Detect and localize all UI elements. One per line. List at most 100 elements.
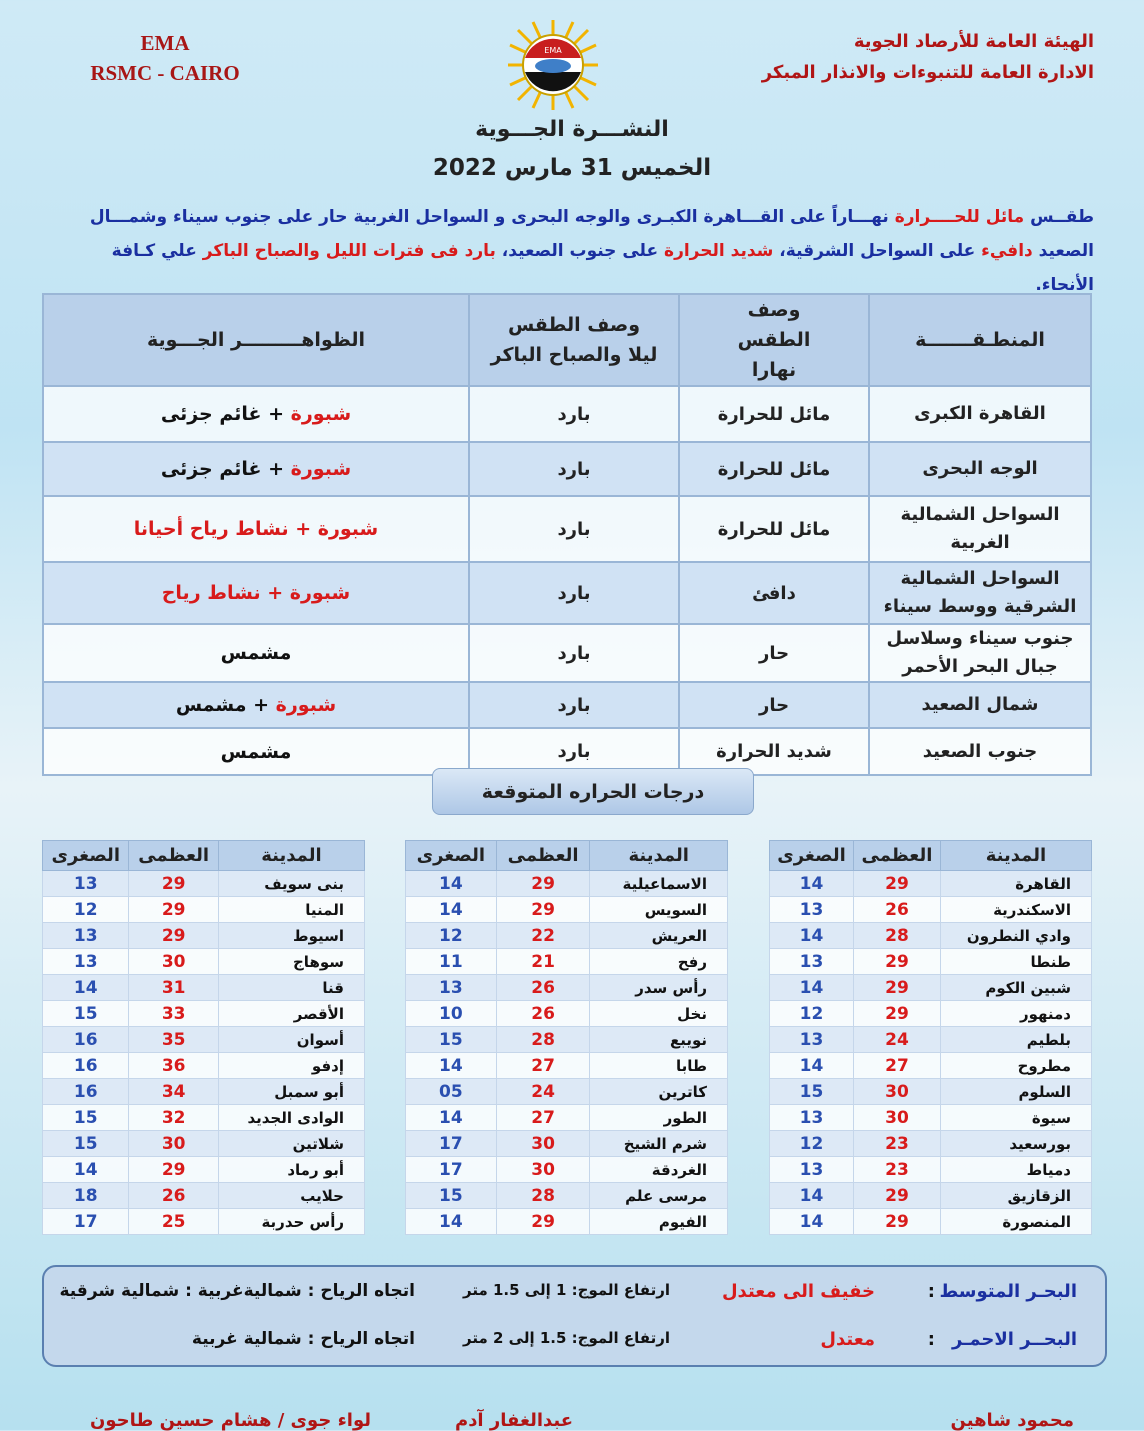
min-temp: 13	[768, 1026, 855, 1053]
min-temp: 05	[405, 1078, 497, 1105]
min-temp: 14	[405, 896, 497, 923]
city-name: رأس سدر	[589, 974, 728, 1001]
temperature-row: الزقازيق 29 14	[768, 1182, 1093, 1209]
min-temp: 15	[768, 1078, 855, 1105]
night-cell: بارد	[468, 727, 680, 776]
city-name: طنطا	[939, 948, 1093, 975]
ema-label: EMA RSMC - CAIRO	[60, 28, 270, 88]
temperature-row: مطروح 27 14	[768, 1052, 1093, 1079]
temperature-row: الأقصر 33 15	[41, 1000, 366, 1027]
city-name: الأقصر	[217, 1000, 366, 1027]
sea-row: البحــر الاحمـر: معتدل ارتفاع الموج: 1.5 إ…	[44, 1329, 1105, 1359]
min-temp: 17	[405, 1156, 497, 1183]
city-name: دمياط	[939, 1156, 1093, 1183]
temperature-row: الاسماعيلية 29 14	[405, 870, 728, 897]
forecast-table: المنطـقـــــــة وصف الطقس نهارا وصف الطق…	[42, 293, 1092, 776]
region-cell: شمال الصعيد	[868, 681, 1092, 729]
min-temp: 12	[405, 922, 497, 949]
temperature-row: إدفو 36 16	[41, 1052, 366, 1079]
max-temp: 29	[128, 870, 219, 897]
max-temp: 29	[853, 1000, 941, 1027]
min-temp: 14	[41, 1156, 130, 1183]
temperature-row: نويبع 28 15	[405, 1026, 728, 1053]
wave-height: ارتفاع الموج: 1 إلى 1.5 متر	[463, 1281, 670, 1299]
max-temp: 27	[495, 1052, 591, 1079]
max-temp: 29	[853, 948, 941, 975]
city-name: شلاتين	[217, 1130, 366, 1157]
forecast-row: جنوب سيناء وسلاسل جبال البحر الأحمر حار با…	[42, 623, 1092, 683]
temperature-row: رأس حدربة 25 17	[41, 1208, 366, 1235]
min-temp: 14	[405, 1052, 497, 1079]
city-name: الطور	[589, 1104, 728, 1131]
forecast-row: جنوب الصعيد شديد الحرارة بارد مشمس	[42, 727, 1092, 776]
min-temp: 12	[768, 1000, 855, 1027]
org-line-2: الادارة العامة للتنبوءات والانذار المبكر	[761, 62, 1094, 83]
max-temp: 27	[495, 1104, 591, 1131]
temperature-row: شبين الكوم 29 14	[768, 974, 1093, 1001]
temperature-row: دمياط 23 13	[768, 1156, 1093, 1183]
city-name: أسوان	[217, 1026, 366, 1053]
temperature-table: المدينة العظمى الصغرى الاسماعيلية 29 14 السويس…	[405, 840, 728, 1235]
city-name: سوهاج	[217, 948, 366, 975]
city-name: الغردقة	[589, 1156, 728, 1183]
temperature-row: الوادى الجديد 32 15	[41, 1104, 366, 1131]
min-temp: 14	[405, 1208, 497, 1235]
header-phenomena: الظواهـــــــــر الجـــوية	[42, 293, 470, 387]
temperature-row: حلايب 26 18	[41, 1182, 366, 1209]
min-temp: 13	[768, 948, 855, 975]
phenomena-cell: شبورة + غائم جزئى	[42, 385, 470, 443]
city-name: كاترين	[589, 1078, 728, 1105]
header-min: الصغرى	[41, 840, 130, 871]
city-name: أبو سمبل	[217, 1078, 366, 1105]
summary-segment: طقــس	[1024, 207, 1094, 227]
min-temp: 15	[41, 1130, 130, 1157]
min-temp: 14	[41, 974, 130, 1001]
day-cell: حار	[678, 681, 870, 729]
temperature-row: المنصورة 29 14	[768, 1208, 1093, 1235]
day-cell: مائل للحرارة	[678, 495, 870, 563]
min-temp: 14	[768, 1208, 855, 1235]
page-title: النشـــرة الجـــوية	[475, 117, 669, 142]
city-name: الوادى الجديد	[217, 1104, 366, 1131]
city-name: القاهرة	[939, 870, 1093, 897]
phenomena-segment: + مشمس	[175, 694, 276, 716]
min-temp: 14	[768, 1182, 855, 1209]
sea-name: البحــر الاحمـر	[952, 1329, 1077, 1350]
night-cell: بارد	[468, 681, 680, 729]
day-cell: مائل للحرارة	[678, 385, 870, 443]
max-temp: 29	[495, 1208, 591, 1235]
phenomena-segment: مشمس	[220, 740, 292, 763]
max-temp: 21	[495, 948, 591, 975]
night-cell: بارد	[468, 385, 680, 443]
min-temp: 13	[768, 1156, 855, 1183]
phenomena-cell: شبورة + نشاط رياح	[42, 561, 470, 625]
city-name: وادي النطرون	[939, 922, 1093, 949]
phenomena-cell: شبورة + نشاط رياح أحيانا	[42, 495, 470, 563]
max-temp: 30	[853, 1104, 941, 1131]
min-temp: 17	[405, 1130, 497, 1157]
temperature-row: رأس سدر 26 13	[405, 974, 728, 1001]
max-temp: 30	[128, 1130, 219, 1157]
city-name: بنى سويف	[217, 870, 366, 897]
max-temp: 30	[495, 1130, 591, 1157]
max-temp: 29	[495, 870, 591, 897]
temperatures-heading: درجات الحراره المتوقعة	[432, 768, 754, 815]
wind-direction: اتجاه الرياح : شمالية غربية	[191, 1329, 415, 1349]
city-name: شرم الشيخ	[589, 1130, 728, 1157]
phenomena-segment: شبورة	[275, 694, 337, 716]
min-temp: 12	[41, 896, 130, 923]
city-name: الزقازيق	[939, 1182, 1093, 1209]
city-name: بورسعيد	[939, 1130, 1093, 1157]
summary-segment: شديد الحرارة	[664, 241, 774, 261]
night-cell: بارد	[468, 561, 680, 625]
forecast-row: السواحل الشمالية الغربية مائل للحرارة بارد…	[42, 495, 1092, 563]
max-temp: 28	[853, 922, 941, 949]
city-name: طابا	[589, 1052, 728, 1079]
min-temp: 15	[405, 1182, 497, 1209]
temperature-row: كاترين 24 05	[405, 1078, 728, 1105]
region-cell: الوجه البحرى	[868, 441, 1092, 497]
min-temp: 14	[768, 922, 855, 949]
temperature-row: قنا 31 14	[41, 974, 366, 1001]
max-temp: 25	[128, 1208, 219, 1235]
max-temp: 29	[853, 974, 941, 1001]
